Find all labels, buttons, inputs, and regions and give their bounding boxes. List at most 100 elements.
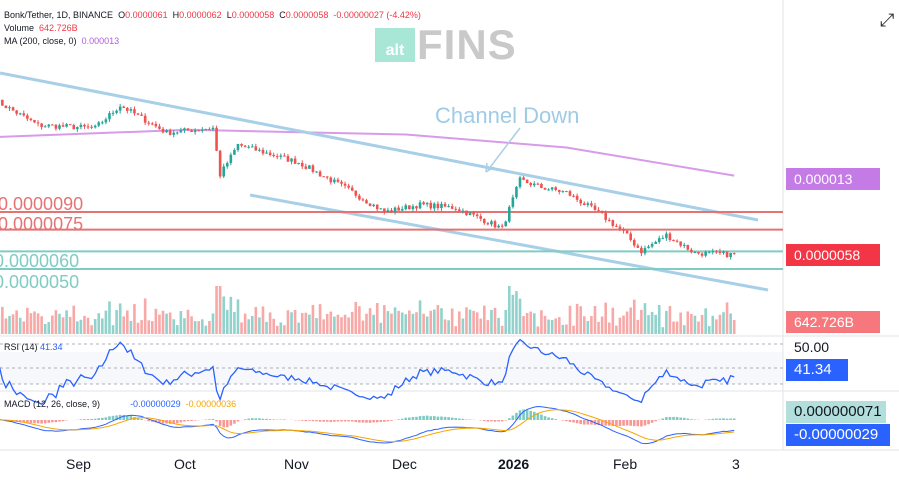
volume-bar xyxy=(261,306,265,334)
macd-histogram-bar xyxy=(450,417,454,420)
candle xyxy=(93,125,97,128)
volume-bar xyxy=(247,319,250,334)
candle xyxy=(390,210,393,213)
macd-histogram-bar xyxy=(379,420,383,422)
symbol-label: Bonk/Tether, 1D, BINANCE xyxy=(4,10,114,20)
volume-bar xyxy=(365,313,368,334)
candle xyxy=(76,127,79,130)
candle xyxy=(79,124,83,128)
volume-bar xyxy=(636,319,640,334)
macd-line xyxy=(0,405,735,445)
candle xyxy=(672,240,675,242)
candle xyxy=(129,109,133,111)
volume-bar xyxy=(243,313,247,334)
volume-bar xyxy=(593,306,597,334)
macd-histogram-bar xyxy=(668,416,672,420)
time-label: Sep xyxy=(66,456,91,472)
macd-signal-line xyxy=(0,409,735,443)
macd-histogram-bar xyxy=(640,420,643,427)
candle xyxy=(8,107,11,109)
candle xyxy=(725,251,729,258)
candle xyxy=(675,240,679,242)
time-label: Oct xyxy=(174,456,196,472)
volume-bar xyxy=(718,314,722,334)
candle xyxy=(243,145,247,147)
candle xyxy=(118,106,122,111)
volume-bar xyxy=(129,320,133,334)
candle xyxy=(404,205,408,210)
macd-histogram-bar xyxy=(454,418,458,420)
macd-histogram-bar xyxy=(358,420,361,423)
macd-histogram-bar xyxy=(101,417,104,420)
volume-bar xyxy=(397,310,400,334)
volume-bar xyxy=(322,319,325,334)
volume-bar xyxy=(504,309,508,334)
volume-bar xyxy=(625,311,629,334)
candle xyxy=(26,115,29,119)
candle xyxy=(668,233,672,241)
macd-histogram-bar xyxy=(429,416,433,420)
candle xyxy=(86,126,90,128)
candle xyxy=(632,240,636,246)
macd-histogram-bar xyxy=(636,420,640,427)
macd-histogram-bar xyxy=(47,420,51,423)
volume-bar xyxy=(15,310,18,334)
candle xyxy=(483,218,486,224)
candle xyxy=(568,191,572,196)
channel-upper-line xyxy=(0,71,759,222)
candle xyxy=(122,106,126,108)
candle xyxy=(579,199,582,204)
macd-histogram-bar xyxy=(550,418,554,420)
volume-bar xyxy=(179,311,183,334)
macd-histogram-bar xyxy=(522,409,525,420)
candle xyxy=(165,130,168,133)
candle xyxy=(225,163,229,167)
candle xyxy=(358,195,361,200)
volume-bar xyxy=(383,305,386,334)
candle xyxy=(350,187,354,191)
volume-bar xyxy=(11,314,15,334)
candle xyxy=(304,166,308,169)
macd-histogram-bar xyxy=(654,420,657,422)
macd-histogram-bar xyxy=(565,420,568,422)
candle xyxy=(690,249,693,253)
volume-bar xyxy=(354,301,358,334)
volume-bar xyxy=(183,318,186,334)
volume-bar xyxy=(450,308,454,334)
candle xyxy=(51,124,54,126)
macd-histogram-bar xyxy=(582,420,586,425)
volume-bar xyxy=(8,316,11,334)
macd-histogram-bar xyxy=(311,420,315,422)
macd-histogram-bar xyxy=(186,420,190,422)
volume-bar xyxy=(147,320,151,334)
volume-bar xyxy=(418,300,422,334)
fullscreen-icon[interactable]: ⤢ xyxy=(880,10,895,30)
volume-legend: Volume 642.726B xyxy=(4,23,78,34)
macd-histogram-bar xyxy=(397,419,400,420)
macd-histogram-bar xyxy=(318,420,322,422)
macd-histogram-bar xyxy=(554,419,558,420)
volume-bar xyxy=(308,314,311,334)
candle xyxy=(697,252,700,254)
macd-histogram-bar xyxy=(265,418,268,420)
macd-histogram-bar xyxy=(707,419,711,420)
rsi-value-label: 41.34 xyxy=(786,359,848,381)
volume-bar xyxy=(126,310,129,334)
volume-bar xyxy=(250,316,254,334)
volume-bar xyxy=(433,309,436,334)
volume-bar xyxy=(486,320,490,334)
macd-histogram-bar xyxy=(383,420,386,422)
low-value: 0.0000058 xyxy=(231,10,275,20)
volume-bar xyxy=(58,313,61,334)
candle xyxy=(36,122,40,124)
macd-histogram-bar xyxy=(43,420,47,424)
change-value: -0.00000027 (-4.42%) xyxy=(333,10,421,20)
macd-histogram-bar xyxy=(175,420,179,424)
volume-bar xyxy=(122,316,126,334)
channel-lower-line xyxy=(249,193,769,292)
candle xyxy=(158,126,161,129)
candle xyxy=(493,221,497,228)
candle xyxy=(179,130,183,133)
time-label: Dec xyxy=(392,456,417,472)
